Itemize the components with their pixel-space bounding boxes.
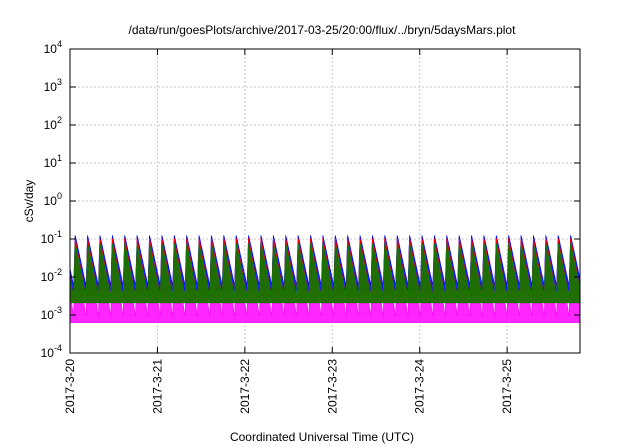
- y-tick-label: 104: [44, 39, 62, 56]
- x-tick-label: 2017-3-22: [238, 359, 252, 414]
- y-tick-label: 103: [44, 77, 62, 94]
- x-tick-label: 2017-3-20: [63, 359, 77, 414]
- y-tick-label: 10-4: [41, 343, 62, 360]
- series-area-4: [69, 242, 581, 304]
- chart-title: /data/run/goesPlots/archive/2017-03-25/2…: [129, 23, 517, 37]
- x-tick-label: 2017-3-21: [150, 359, 164, 414]
- y-tick-label: 10-2: [41, 267, 62, 284]
- x-tick-label: 2017-3-24: [413, 359, 427, 414]
- x-tick-label: 2017-3-23: [325, 359, 339, 414]
- y-tick-label: 101: [44, 153, 62, 170]
- x-axis: 2017-3-20 2017-3-21 2017-3-22 2017-3-23 2017…: [63, 49, 514, 414]
- y-tick-label: 10-3: [41, 305, 62, 322]
- x-axis-label: Coordinated Universal Time (UTC): [230, 430, 414, 444]
- y-axis-label: cSv/day: [22, 180, 36, 223]
- plot-area: [69, 234, 581, 323]
- y-tick-label: 10-1: [41, 229, 62, 246]
- y-axis: 10-4 10-3 10-2 10-1 100 101 102 103 104: [41, 39, 580, 360]
- y-tick-label: 100: [44, 191, 62, 208]
- y-tick-label: 102: [44, 115, 62, 132]
- x-tick-label: 2017-3-25: [500, 359, 514, 414]
